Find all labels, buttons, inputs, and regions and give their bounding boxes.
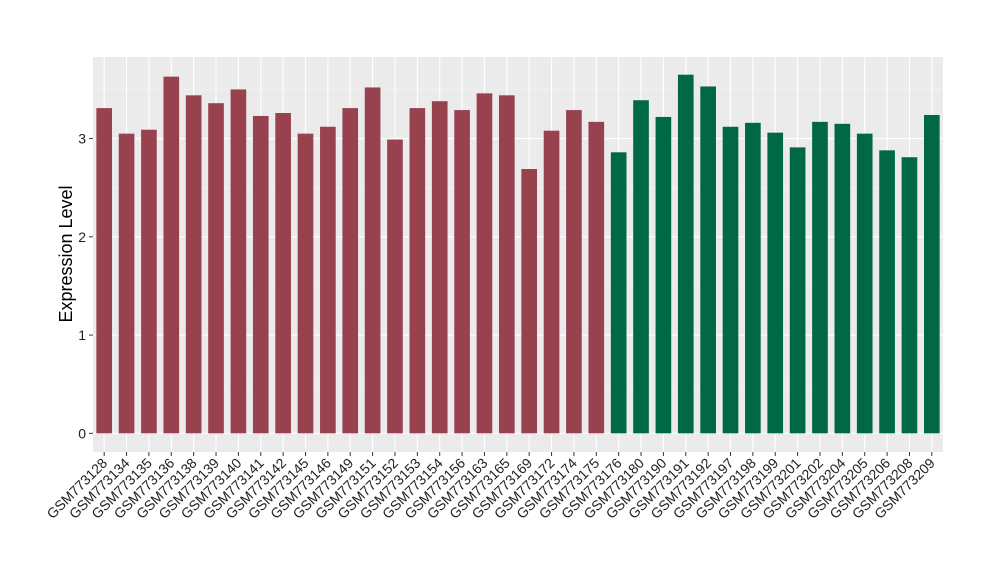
bar <box>409 108 426 434</box>
bar <box>185 95 202 434</box>
bar <box>789 147 806 434</box>
bar <box>118 133 135 434</box>
bar <box>320 126 336 434</box>
bar <box>767 132 784 434</box>
bar <box>588 121 605 434</box>
bar <box>252 115 269 434</box>
bar <box>387 139 403 434</box>
bar <box>923 114 940 434</box>
y-tick-label: 1 <box>78 327 86 343</box>
y-axis-label: Expression Level <box>56 185 76 322</box>
bar <box>566 110 582 434</box>
bar <box>834 123 851 434</box>
bar <box>297 133 314 434</box>
bar <box>275 113 291 434</box>
bar <box>141 129 157 434</box>
bar <box>700 86 716 434</box>
bar <box>879 150 895 434</box>
bar <box>521 169 538 434</box>
bar <box>722 126 739 434</box>
bar <box>476 93 493 434</box>
bar <box>208 103 224 434</box>
bar <box>454 110 470 434</box>
y-tick-label: 2 <box>78 229 86 245</box>
bars <box>96 74 940 434</box>
bar <box>96 108 113 434</box>
bar <box>498 95 515 434</box>
bar <box>655 116 672 434</box>
bar <box>812 121 828 434</box>
y-axis: 0 1 2 3 <box>78 131 93 441</box>
bar <box>677 74 694 434</box>
bar <box>342 108 359 434</box>
y-tick-label: 0 <box>78 425 86 441</box>
bar <box>230 89 247 434</box>
x-axis: GSM773128GSM773134GSM773135GSM773136GSM7… <box>43 452 938 522</box>
bar <box>431 101 448 434</box>
y-tick-label: 3 <box>78 131 86 147</box>
bar <box>364 87 381 434</box>
bar <box>856 133 873 434</box>
bar <box>543 130 560 434</box>
bar <box>163 76 180 434</box>
bar <box>610 152 627 434</box>
bar <box>901 157 918 434</box>
bar <box>745 122 761 434</box>
bar <box>633 100 649 434</box>
